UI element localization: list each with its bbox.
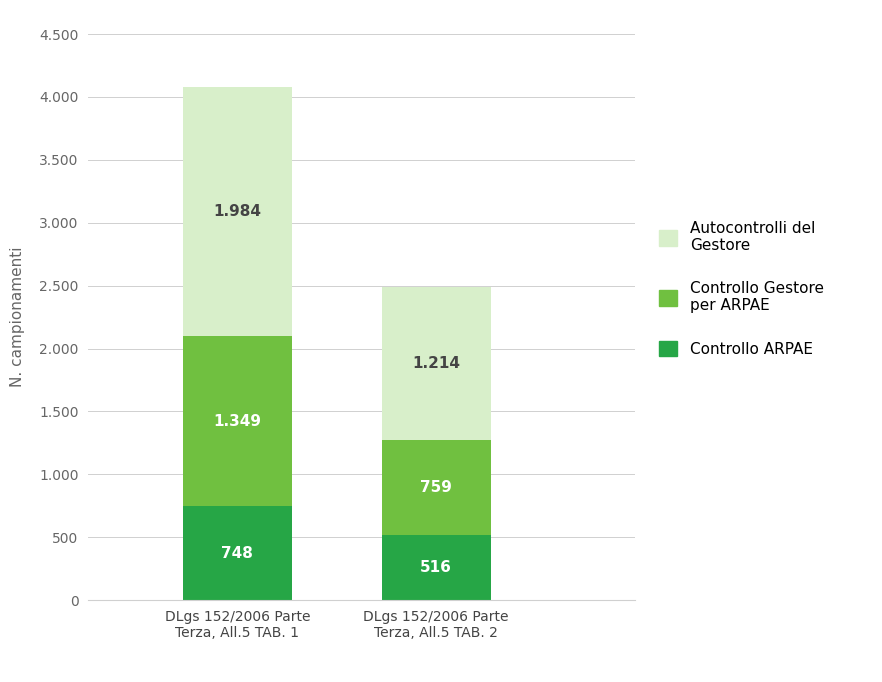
Y-axis label: N. campionamenti: N. campionamenti <box>10 247 25 387</box>
Bar <box>183 87 292 336</box>
Legend: Autocontrolli del
Gestore, Controllo Gestore
per ARPAE, Controllo ARPAE: Autocontrolli del Gestore, Controllo Ges… <box>659 221 824 357</box>
Text: 1.349: 1.349 <box>213 414 261 429</box>
Bar <box>382 287 491 440</box>
Text: 759: 759 <box>420 480 452 495</box>
Text: 748: 748 <box>221 546 253 561</box>
Text: 1.214: 1.214 <box>412 356 460 371</box>
Bar <box>382 535 491 600</box>
Text: 516: 516 <box>420 560 452 575</box>
Text: 1.984: 1.984 <box>213 204 261 219</box>
Bar <box>183 336 292 506</box>
Bar <box>382 440 491 535</box>
Bar <box>183 506 292 600</box>
